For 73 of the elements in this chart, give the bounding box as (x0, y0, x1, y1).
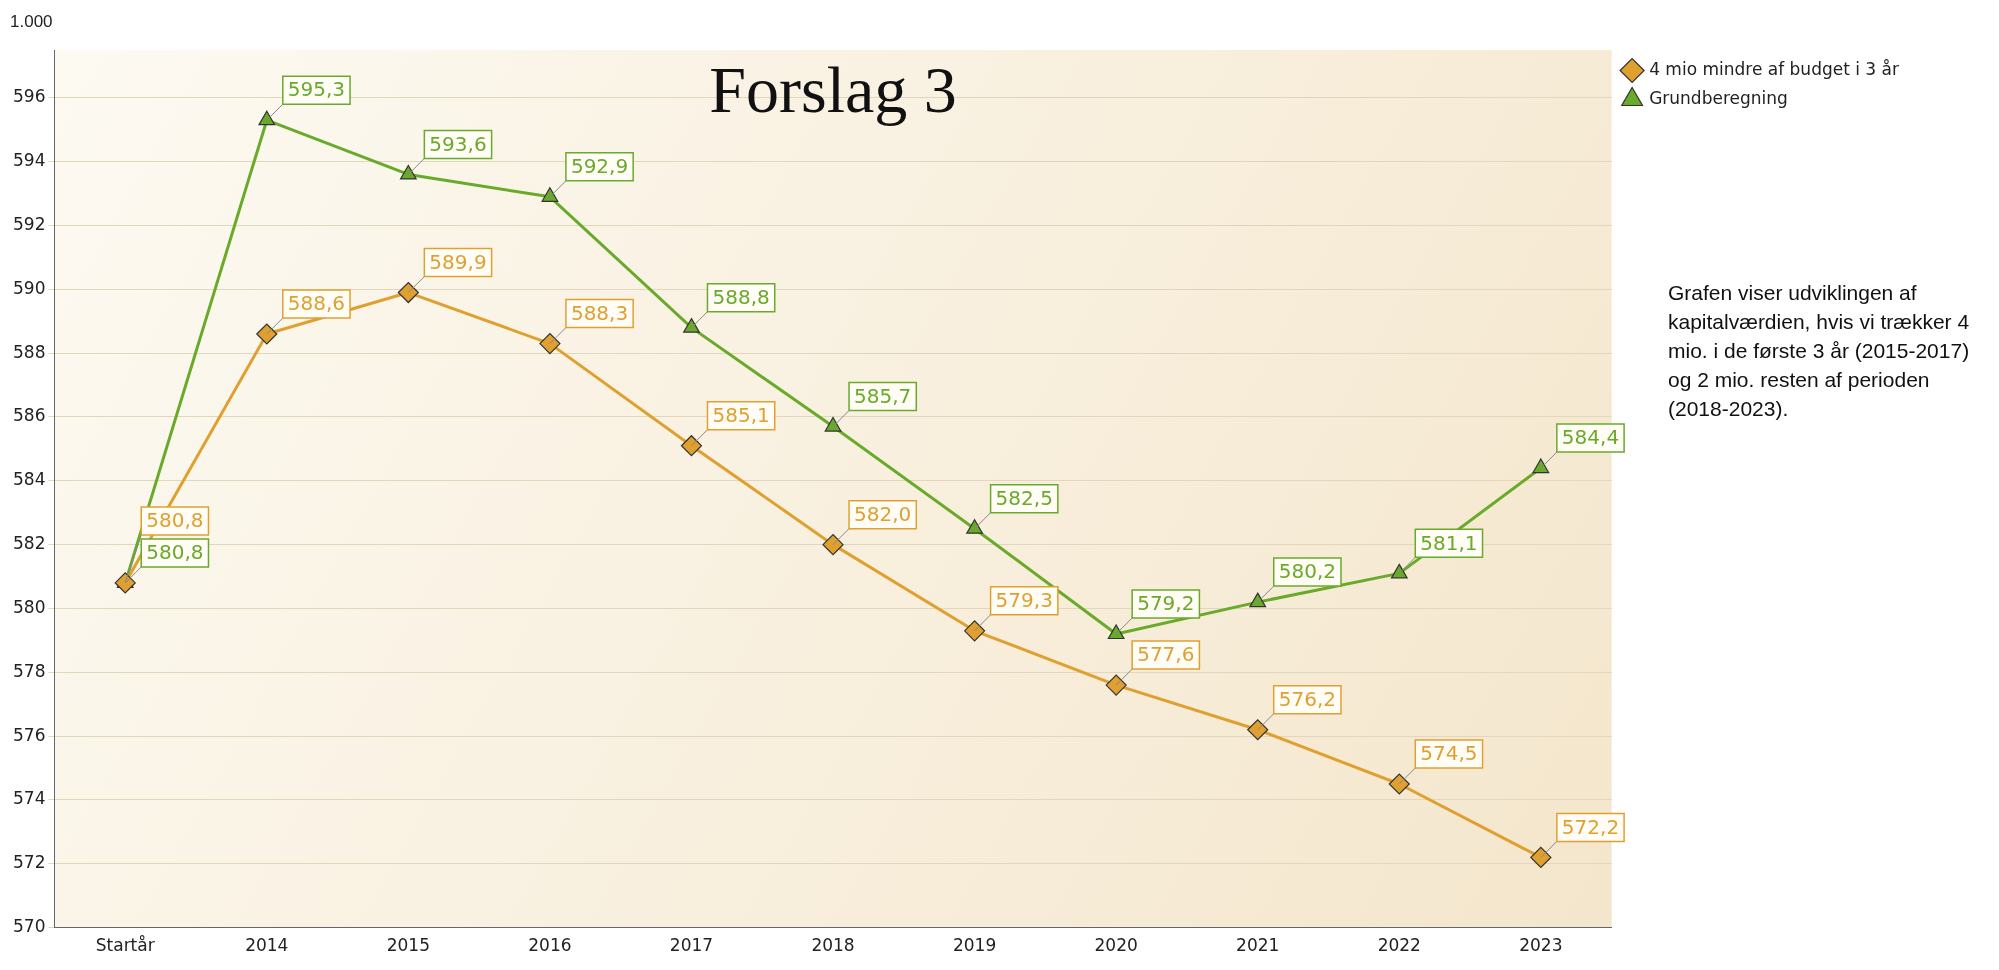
point (1249, 592, 1267, 608)
data-label: 585,7 (854, 383, 912, 408)
x-tick-label: 2018 (811, 935, 855, 956)
y-tick-label: 594 (12, 150, 46, 171)
point (1105, 674, 1127, 696)
legend-label: 4 mio mindre af budget i 3 år (1649, 58, 1900, 79)
text: Grafen viser udviklingen af kapitalværdien, hvis vi trækker 4 mio. i de første 3 år (2015-2017) og 2 mio. resten af perioden (2018-2023). (1668, 280, 1971, 422)
data-label: 581,1 (1420, 530, 1478, 555)
x-tick-label: 2023 (1519, 935, 1563, 956)
data-label: 592,9 (570, 154, 629, 178)
x-tick-label: 2015 (386, 935, 430, 956)
data-label: 577,6 (1137, 642, 1195, 667)
x-tick-label: 2019 (952, 935, 997, 956)
data-label: 580,2 (1278, 559, 1336, 584)
data-label: 589,9 (429, 249, 487, 274)
y-tick-label: 572 (12, 852, 46, 873)
x-tick-label: 2017 (669, 935, 714, 956)
point (397, 281, 419, 304)
point (1390, 563, 1408, 579)
data-label: 580,8 (146, 508, 204, 533)
x-tick-label: 2020 (1094, 935, 1138, 956)
data-label: 584,4 (1561, 425, 1620, 450)
chart-title: Forslag 3 (709, 53, 957, 127)
data-label: 580,8 (146, 540, 204, 565)
data-label: 595,3 (287, 77, 346, 102)
y-tick-label: 578 (12, 660, 46, 681)
point (1247, 719, 1269, 741)
data-label: 579,3 (995, 588, 1053, 613)
point (824, 416, 842, 432)
point (399, 164, 417, 180)
point (256, 323, 278, 345)
y-tick-label: 596 (12, 86, 46, 107)
point (680, 435, 703, 457)
x-tick-label: Startår (95, 935, 155, 956)
y-tick-label: 580 (12, 596, 46, 617)
y-tick-label: 570 (12, 916, 46, 937)
data-label: 574,5 (1420, 741, 1478, 766)
data-label: 593,6 (429, 131, 487, 156)
x-tick-label: 2014 (245, 935, 289, 956)
x-tick-label: 2016 (528, 935, 572, 956)
data-label: 585,1 (712, 402, 770, 427)
x-tick-label: 2021 (1236, 935, 1280, 956)
point (258, 110, 276, 126)
y-tick-label: 592 (12, 213, 46, 234)
point (683, 318, 700, 333)
y-axis-title: 1.000 (10, 12, 53, 32)
point (822, 534, 844, 556)
point (966, 519, 983, 534)
point (114, 572, 136, 594)
y-tick-label: 590 (12, 277, 46, 298)
y-tick-label: 588 (12, 341, 46, 362)
point (1107, 624, 1125, 640)
data-label: 582,5 (995, 485, 1053, 510)
point (541, 187, 559, 202)
data-label: 579,2 (1137, 591, 1195, 616)
data-label: 582,0 (854, 501, 912, 526)
data-label: 576,2 (1278, 686, 1336, 711)
data-label: 588,3 (570, 300, 629, 325)
point (1532, 458, 1550, 474)
y-tick-label: 574 (12, 788, 46, 809)
data-label: 572,2 (1561, 814, 1620, 839)
point (964, 620, 986, 642)
y-tick-label: 582 (12, 533, 46, 554)
point (539, 333, 561, 355)
point (1388, 773, 1410, 795)
legend-label: Grundberegning (1649, 87, 1788, 108)
point (1530, 846, 1552, 868)
x-tick-label: 2022 (1377, 935, 1421, 956)
y-tick-label: 576 (12, 724, 46, 745)
data-label: 588,6 (287, 291, 346, 316)
data-label: 588,8 (712, 284, 770, 309)
y-tick-label: 584 (12, 469, 46, 490)
y-tick-label: 586 (12, 405, 46, 426)
